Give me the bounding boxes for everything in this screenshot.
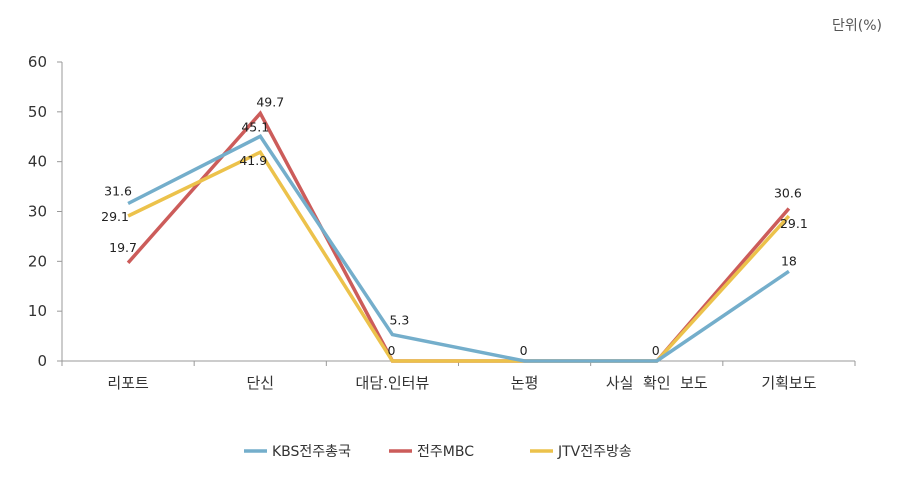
data-label: 31.6: [104, 184, 132, 199]
series-line-0: [127, 134, 790, 363]
data-label: 0: [652, 343, 660, 358]
data-label: 45.1: [241, 119, 269, 134]
x-category-label: 리포트: [107, 374, 149, 392]
axes: 0 10 20 30 40 50 60 리포트 단신 대담.인터뷰 논평 사실 확인 보도 기획보도: [28, 53, 856, 392]
x-category-label: 단신: [246, 374, 274, 392]
data-label: 18: [781, 253, 797, 268]
y-tick-label: 60: [28, 53, 47, 71]
x-category-label: 기획보도: [761, 374, 816, 392]
legend: KBS전주총국 전주MBC JTV전주방송: [244, 444, 632, 460]
series-line-2: [127, 149, 791, 363]
y-tick-label: 20: [28, 252, 47, 270]
data-label: 30.6: [774, 186, 802, 201]
data-label: 41.9: [239, 153, 267, 168]
y-tick-label: 0: [37, 352, 47, 370]
data-label: 0: [387, 343, 395, 358]
legend-label: JTV전주방송: [557, 444, 632, 460]
series-group: [126, 110, 791, 363]
data-label: 49.7: [256, 94, 284, 109]
data-label: 29.1: [780, 216, 808, 231]
x-category-label: 논평: [511, 374, 539, 392]
legend-label: KBS전주총국: [272, 444, 351, 460]
x-category-label: 대담.인터뷰: [356, 374, 430, 392]
unit-label: 단위(%): [832, 18, 882, 34]
y-tick-label: 10: [28, 302, 47, 320]
data-labels: 31.6 45.1 5.3 18 19.7 49.7 0 0 0 30.6 29.1 41.9 29.1: [101, 94, 808, 358]
y-tick-label: 40: [28, 153, 47, 171]
legend-label: 전주MBC: [417, 444, 474, 460]
data-label: 0: [520, 343, 528, 358]
data-label: 5.3: [389, 313, 409, 328]
y-tick-label: 30: [28, 203, 47, 221]
data-label: 19.7: [109, 240, 137, 255]
x-category-label: 사실 확인 보도: [606, 374, 708, 392]
data-label: 29.1: [101, 209, 129, 224]
y-tick-label: 50: [28, 103, 47, 121]
